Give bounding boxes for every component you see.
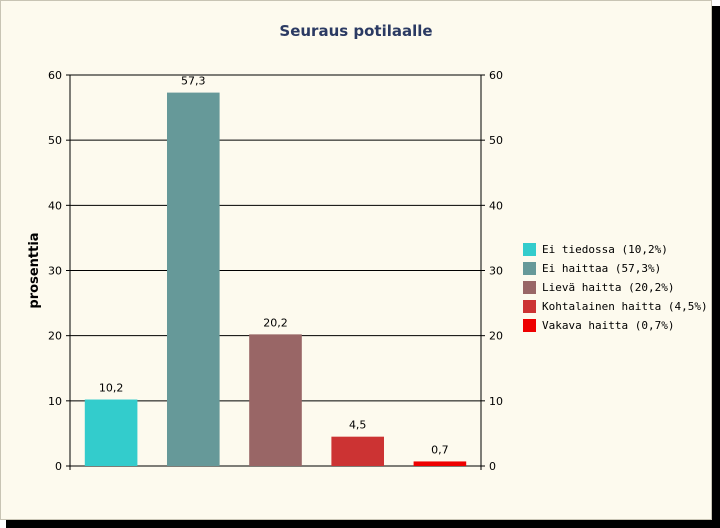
legend-item: Ei haittaa (57,3%) [523, 259, 708, 278]
frame-shadow-right [712, 6, 720, 528]
y-tick-label-left: 30 [48, 265, 62, 278]
legend-item: Ei tiedossa (10,2%) [523, 240, 708, 259]
data-label: 0,7 [431, 443, 449, 456]
legend-label: Lievä haitta (20,2%) [542, 281, 675, 294]
legend-swatch [523, 243, 536, 256]
y-tick-label-right: 40 [489, 199, 503, 212]
y-tick-label-left: 40 [48, 199, 62, 212]
legend-swatch [523, 319, 536, 332]
y-tick-label-right: 10 [489, 395, 503, 408]
y-tick-label-left: 60 [48, 69, 62, 82]
frame-shadow-bottom [6, 520, 720, 528]
y-axis-label: prosenttia [27, 232, 42, 308]
bar [331, 436, 385, 466]
chart-title: Seuraus potilaalle [279, 22, 433, 40]
data-label: 57,3 [181, 75, 206, 88]
data-label: 20,2 [263, 316, 288, 329]
bar [166, 92, 220, 466]
data-label: 10,2 [99, 382, 124, 395]
legend-label: Ei haittaa (57,3%) [542, 262, 662, 275]
legend-item: Lievä haitta (20,2%) [523, 278, 708, 297]
y-tick-label-right: 0 [489, 460, 496, 473]
legend-item: Vakava haitta (0,7%) [523, 316, 708, 335]
bar [413, 461, 467, 466]
y-tick-label-left: 0 [55, 460, 62, 473]
legend-label: Ei tiedossa (10,2%) [542, 243, 668, 256]
y-tick-label-left: 50 [48, 134, 62, 147]
legend-label: Kohtalainen haitta (4,5%) [542, 300, 708, 313]
y-tick-label-right: 30 [489, 265, 503, 278]
legend: Ei tiedossa (10,2%) Ei haittaa (57,3%) L… [523, 240, 708, 335]
y-tick-label-left: 10 [48, 395, 62, 408]
y-tick-label-right: 60 [489, 69, 503, 82]
legend-swatch [523, 300, 536, 313]
bar [84, 399, 138, 466]
bar [249, 334, 302, 466]
legend-swatch [523, 281, 536, 294]
bar-chart: 0 0 10 10 20 20 30 30 40 40 50 50 60 60 prosenttia 10,2… [27, 69, 503, 473]
y-tick-label-right: 50 [489, 134, 503, 147]
legend-item: Kohtalainen haitta (4,5%) [523, 297, 708, 316]
legend-label: Vakava haitta (0,7%) [542, 319, 675, 332]
y-tick-label-left: 20 [48, 330, 62, 343]
legend-swatch [523, 262, 536, 275]
y-tick-label-right: 20 [489, 330, 503, 343]
data-label: 4,5 [349, 419, 367, 432]
